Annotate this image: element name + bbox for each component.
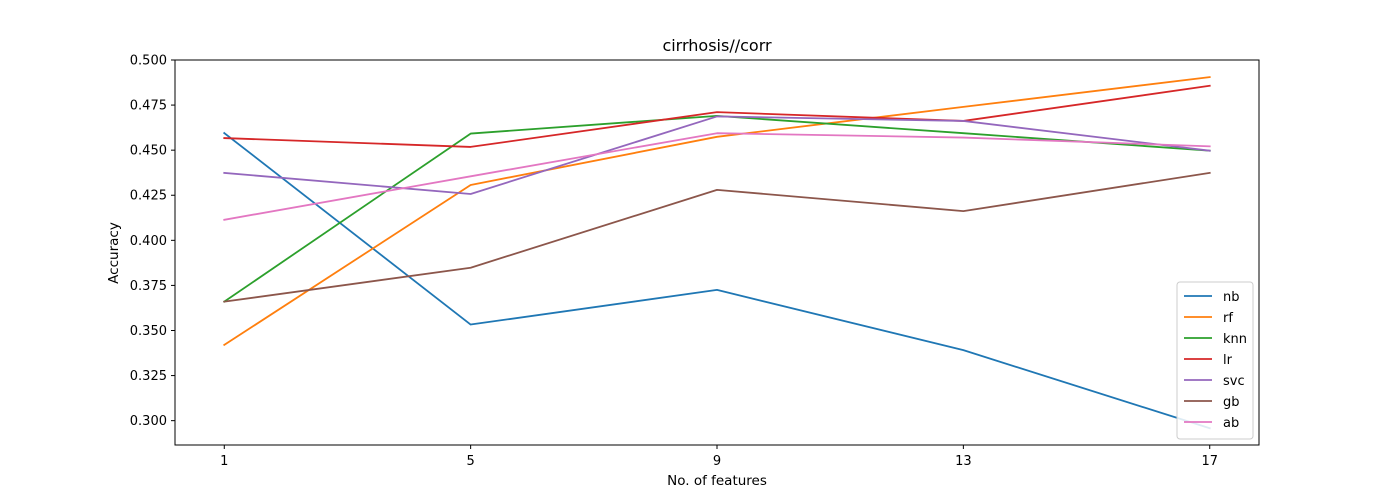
y-tick-label: 0.500: [130, 54, 167, 69]
y-tick-label: 0.350: [130, 324, 167, 339]
y-tick-label: 0.450: [130, 144, 167, 159]
series-line-rf: [223, 76, 1211, 347]
y-tick-label: 0.300: [130, 414, 167, 429]
y-tick-label: 0.475: [130, 99, 167, 114]
series-line-ab: [223, 132, 1211, 221]
x-tick-label: 17: [1201, 454, 1218, 469]
legend-box: [1176, 281, 1254, 440]
series-line-svc: [223, 115, 1211, 195]
legend: nb rf knn lr svc gb ab: [1176, 281, 1254, 440]
plot-frame: [174, 59, 1260, 446]
legend-label-svc: svc: [1223, 374, 1245, 389]
y-tick-label: 0.400: [130, 234, 167, 249]
series-line-lr: [223, 84, 1211, 148]
legend-label-knn: knn: [1223, 332, 1247, 347]
y-tick-label: 0.325: [130, 369, 167, 384]
chart-title: cirrhosis//corr: [662, 36, 772, 55]
x-tick-label: 5: [466, 454, 474, 469]
y-tick-label: 0.425: [130, 189, 167, 204]
y-axis-label: Accuracy: [106, 222, 122, 284]
legend-label-gb: gb: [1223, 395, 1240, 410]
series-layer: [223, 76, 1211, 430]
x-tick-label: 9: [713, 454, 721, 469]
series-line-nb: [223, 131, 1211, 430]
x-axis-label: No. of features: [667, 473, 767, 489]
legend-label-ab: ab: [1223, 416, 1239, 431]
x-tick-label: 13: [955, 454, 972, 469]
legend-label-nb: nb: [1223, 290, 1240, 305]
series-line-gb: [223, 171, 1211, 303]
y-tick-label: 0.375: [130, 279, 167, 294]
x-tick-label: 1: [220, 454, 228, 469]
legend-label-lr: lr: [1223, 353, 1233, 368]
axes-layer: 1 5 9 13 17 0.300 0.325 0.350 0.375 0.400 0.425 0.4…: [130, 54, 1260, 469]
legend-label-rf: rf: [1223, 311, 1233, 326]
